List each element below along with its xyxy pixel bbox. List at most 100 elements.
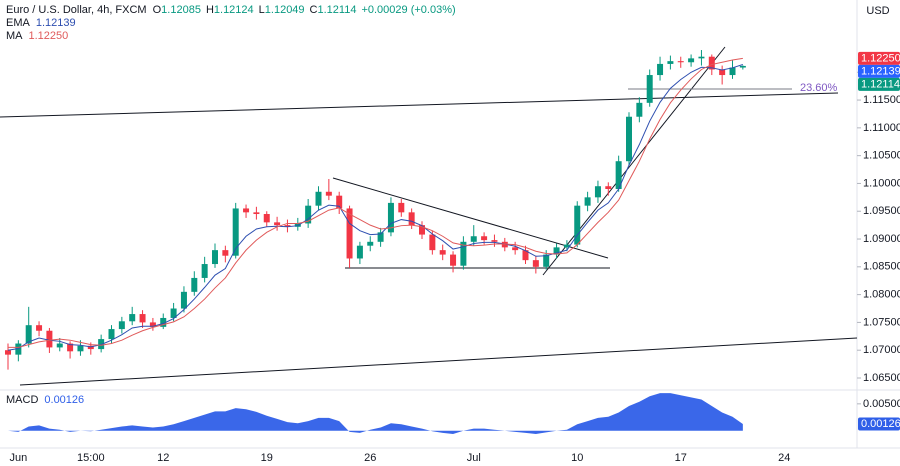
y-tick-label: 1.10000 — [863, 177, 900, 189]
price-badge-label: 1.12139 — [861, 65, 900, 77]
candle-body — [36, 325, 43, 331]
candle-body — [222, 250, 229, 256]
candle-body — [160, 317, 167, 327]
x-tick-label: 17 — [675, 452, 687, 464]
candle-body — [336, 195, 343, 209]
legend-ma: MA 1.12250 — [6, 30, 68, 42]
candle-body — [512, 247, 519, 251]
y-tick-label: 1.08000 — [863, 289, 900, 301]
price-badge-label: 1.12114 — [861, 78, 900, 90]
y-tick-label: 1.07500 — [863, 316, 900, 328]
ohlc-label: H — [206, 4, 214, 16]
x-tick-label: 19 — [261, 452, 273, 464]
candle-body — [563, 244, 570, 248]
y-tick-label: 1.11500 — [863, 94, 900, 106]
candle-body — [729, 67, 736, 76]
candle-body — [56, 343, 63, 348]
candle-body — [77, 345, 84, 352]
candle-body — [118, 321, 125, 330]
candle-body — [108, 329, 115, 340]
x-tick-label: 12 — [157, 452, 169, 464]
candle-body — [636, 102, 643, 117]
y-tick-label: 1.09000 — [863, 233, 900, 245]
candle-body — [325, 191, 332, 196]
drawings: 23.60% — [0, 46, 858, 386]
candle-body — [5, 350, 11, 355]
candle-body — [626, 116, 632, 162]
triangle-top-line — [332, 177, 609, 259]
ohlc-label: L — [259, 4, 265, 16]
candle-body — [501, 241, 508, 248]
candle-body — [719, 69, 726, 76]
ohlc-label: C — [310, 4, 318, 16]
candle-body — [305, 205, 312, 224]
candle-body — [615, 161, 622, 189]
candle-body — [688, 58, 695, 63]
candle-body — [201, 264, 208, 278]
legend-ema: EMA 1.12139 — [6, 17, 76, 29]
candle-body — [253, 212, 260, 215]
candle-body — [315, 191, 322, 206]
legend-name: MA — [6, 30, 23, 42]
candle-body — [429, 234, 436, 251]
candle-body — [419, 225, 425, 235]
candle-body — [377, 232, 384, 242]
candle-body — [139, 314, 146, 323]
macd-badge-label: 0.00126 — [861, 418, 900, 430]
candle-body — [460, 241, 467, 266]
candle-body — [657, 63, 664, 76]
channel-bottom-line — [19, 337, 858, 386]
candle-body — [243, 208, 250, 213]
symbol: Euro / U.S. Dollar, 4h, FXCM — [6, 4, 147, 16]
candle-body — [170, 308, 177, 318]
candle-body — [25, 325, 32, 344]
x-tick-label: 10 — [571, 452, 583, 464]
candle-body — [481, 236, 488, 241]
macd-tick-label: 0.00500 — [863, 398, 900, 410]
candle-body — [491, 240, 498, 242]
candle-body — [450, 254, 457, 266]
price-badge-label: 1.12250 — [861, 52, 900, 64]
legend-value: 1.12139 — [36, 17, 76, 29]
header: Euro / U.S. Dollar, 4h, FXCM O1.12085 H1.1… — [6, 4, 456, 16]
candle-body — [439, 250, 446, 255]
candle-body — [470, 236, 477, 242]
change: +0.00029 (+0.03%) — [361, 4, 455, 16]
ohlc-value: 1.12049 — [265, 4, 305, 16]
x-tick-label: 24 — [778, 452, 790, 464]
candle-body — [594, 186, 601, 198]
legend-name: MACD — [6, 394, 38, 406]
candle-body — [553, 247, 560, 255]
candle-body — [532, 260, 539, 267]
candle-body — [274, 222, 281, 226]
candle-body — [667, 61, 674, 64]
candle-body — [398, 202, 405, 213]
candle-body — [408, 212, 415, 226]
x-tick-label: Jul — [467, 452, 481, 464]
candle-body — [387, 202, 394, 233]
candle-body — [356, 245, 363, 259]
candle-body — [698, 56, 705, 59]
currency: USD — [866, 5, 889, 17]
candle-body — [646, 75, 653, 103]
candle-body — [584, 197, 591, 206]
candle-body — [574, 205, 581, 245]
legend-name: EMA — [6, 17, 31, 29]
y-tick-label: 1.10500 — [863, 150, 900, 162]
macd-legend: MACD 0.00126 — [6, 394, 84, 406]
legend-value: 1.12250 — [29, 30, 69, 42]
candle-body — [284, 225, 291, 227]
candle-body — [46, 330, 53, 348]
y-tick-label: 1.07000 — [863, 344, 900, 356]
candle-body — [367, 241, 374, 246]
ohlc-label: O — [153, 4, 162, 16]
y-tick-label: 1.06500 — [863, 372, 900, 384]
candle-body — [87, 345, 94, 350]
y-tick-label: 1.08500 — [863, 261, 900, 273]
price-badge — [858, 64, 900, 78]
price-badge — [858, 51, 900, 65]
x-tick-label: 15:00 — [77, 452, 105, 464]
y-tick-label: 1.09500 — [863, 205, 900, 217]
